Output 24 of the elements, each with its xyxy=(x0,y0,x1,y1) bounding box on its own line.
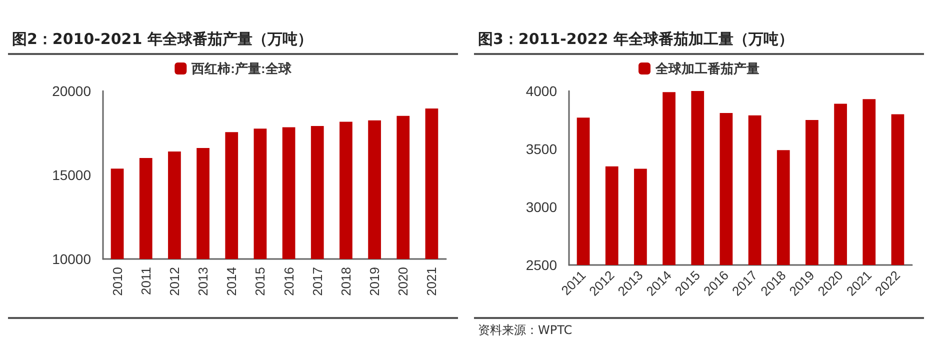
x-tick-label: 2010 xyxy=(110,267,125,296)
y-tick-label: 3500 xyxy=(526,141,558,157)
x-tick-label: 2013 xyxy=(196,267,211,296)
chart-title: 图2：2010-2021 年全球番茄产量（万吨） xyxy=(8,0,458,55)
x-tick-label: 2012 xyxy=(166,267,182,296)
x-tick-label: 2018 xyxy=(338,267,354,296)
x-tick-label: 2020 xyxy=(396,267,411,296)
x-tick-label: 2019 xyxy=(367,267,382,296)
x-tick-label: 2016 xyxy=(281,267,296,296)
x-tick-label: 2017 xyxy=(310,267,325,296)
y-tick-label: 2500 xyxy=(526,257,558,273)
x-tick-label: 2014 xyxy=(224,267,240,296)
y-tick-label: 4000 xyxy=(526,83,558,99)
y-tick-label: 3000 xyxy=(526,199,558,215)
x-tick-label: 2021 xyxy=(424,267,440,296)
chart-title: 图3：2011-2022 年全球番茄加工量（万吨） xyxy=(474,0,924,55)
legend-label: 西红柿:产量:全球 xyxy=(190,61,292,76)
y-tick-label: 20000 xyxy=(52,83,92,99)
y-tick-label: 15000 xyxy=(52,167,92,183)
x-tick-label: 2011 xyxy=(138,267,154,295)
y-tick-label: 10000 xyxy=(52,251,92,267)
text: 资料来源：WPTC xyxy=(474,317,924,342)
legend-label: 全球加工番茄产量 xyxy=(654,61,760,76)
x-tick-label: 2015 xyxy=(252,267,268,296)
